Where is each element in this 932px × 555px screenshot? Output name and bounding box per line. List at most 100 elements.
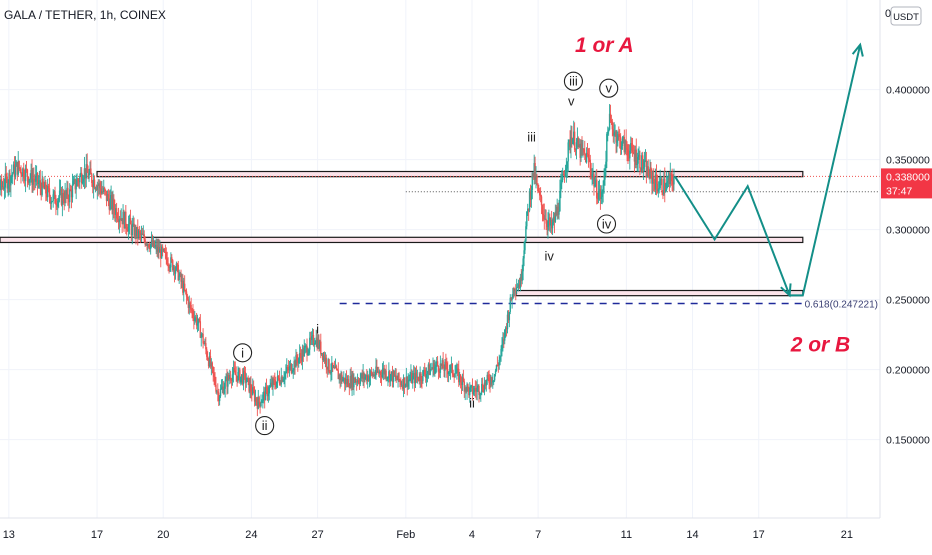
- zone-0: [96, 170, 804, 178]
- scenario-label-0: 1 or A: [575, 34, 634, 57]
- candle-body: [603, 179, 605, 185]
- candle-body: [364, 377, 366, 380]
- candle-body: [428, 364, 431, 375]
- candle-body: [306, 345, 308, 355]
- candle-body: [166, 258, 168, 265]
- wave-label-1: i: [241, 345, 244, 360]
- time-tick-5: Feb: [396, 529, 415, 541]
- candle-body: [271, 382, 273, 388]
- candle-body: [241, 374, 244, 384]
- candle-body: [316, 337, 318, 348]
- candle-body: [131, 224, 133, 236]
- time-tick-4: 27: [311, 529, 323, 541]
- candle-body: [186, 296, 189, 300]
- candle-body: [667, 177, 670, 181]
- price-axis[interactable]: 0.400000 0.350000 0.300000 0.250000 0.200000…: [879, 0, 932, 518]
- candle-body: [535, 176, 537, 180]
- candle-body: [513, 288, 515, 291]
- candle-body: [445, 361, 447, 364]
- candle-body: [375, 366, 377, 376]
- candle-body: [517, 284, 520, 288]
- candle-body: [645, 160, 648, 177]
- price-badge-value: 0.338000: [886, 171, 930, 183]
- candle-body: [172, 260, 174, 271]
- zone-2: [515, 289, 804, 297]
- candle-body: [662, 192, 664, 195]
- candle-body: [262, 394, 264, 402]
- wave-label-3: ii: [469, 396, 475, 411]
- candle-body: [46, 185, 49, 198]
- candle-body: [419, 373, 421, 382]
- candle-body: [94, 188, 97, 190]
- candle-body: [341, 374, 343, 382]
- candle-body: [559, 191, 561, 212]
- candle-body: [520, 277, 522, 281]
- candle-body: [28, 179, 30, 183]
- candle-body: [572, 139, 574, 144]
- candle-body: [224, 380, 226, 389]
- candle-body: [69, 189, 72, 191]
- candle-body: [438, 371, 441, 373]
- candle-body: [561, 173, 564, 181]
- candle-body: [570, 136, 572, 147]
- candle-body: [249, 384, 251, 392]
- candle-body: [143, 234, 145, 240]
- candle-body: [206, 349, 208, 357]
- candle-body: [529, 191, 532, 200]
- candle-body: [532, 172, 534, 177]
- candle-body: [422, 370, 424, 382]
- candle-body: [26, 169, 29, 177]
- candle-body: [139, 232, 142, 236]
- candle-body: [394, 375, 397, 377]
- candle-body: [624, 140, 626, 153]
- candle-body: [672, 181, 674, 185]
- candle-body: [319, 341, 321, 349]
- candle-body: [74, 179, 76, 190]
- candle-body: [591, 174, 593, 177]
- candle-body: [226, 377, 228, 387]
- candle-body: [344, 377, 346, 385]
- candle-body: [473, 388, 476, 393]
- candle-body: [548, 217, 550, 222]
- candle-body: [242, 370, 245, 384]
- candle-body: [343, 377, 345, 380]
- candle-body: [429, 368, 431, 375]
- candle-body: [523, 250, 525, 259]
- candle-body: [176, 263, 179, 265]
- candle-body: [376, 366, 378, 372]
- candle-body: [373, 374, 375, 376]
- time-axis[interactable]: 13 17 20 24 27 Feb 4 7 11 14 17 21: [0, 517, 932, 550]
- candle-body: [472, 392, 475, 394]
- candle-body: [334, 366, 337, 369]
- candle-body: [480, 392, 482, 395]
- candle-body: [164, 251, 167, 253]
- candle-body: [314, 342, 316, 345]
- candle-body: [119, 218, 122, 221]
- candle-body: [126, 226, 128, 230]
- candle-body: [83, 168, 86, 179]
- candle-body: [241, 374, 243, 377]
- candle-body: [506, 314, 509, 330]
- candle-body: [563, 175, 566, 177]
- candle-body: [654, 174, 657, 190]
- candle-body: [247, 377, 249, 379]
- candle-body: [383, 368, 385, 375]
- candle-body: [604, 168, 606, 180]
- candle-body: [17, 161, 19, 175]
- candle-body: [228, 375, 230, 379]
- candle-body: [635, 149, 637, 165]
- candle-body: [673, 177, 675, 185]
- candle-body: [519, 277, 522, 288]
- candle-body: [580, 143, 582, 158]
- candle-body: [14, 166, 17, 177]
- candle-body: [223, 388, 225, 394]
- candle-body: [402, 377, 405, 389]
- candle-body: [297, 360, 299, 364]
- currency-button: [890, 6, 922, 26]
- candle-body: [200, 334, 202, 338]
- candle-body: [488, 377, 490, 383]
- candle-body: [140, 233, 143, 236]
- candle-body: [11, 174, 13, 177]
- candle-body: [388, 371, 390, 378]
